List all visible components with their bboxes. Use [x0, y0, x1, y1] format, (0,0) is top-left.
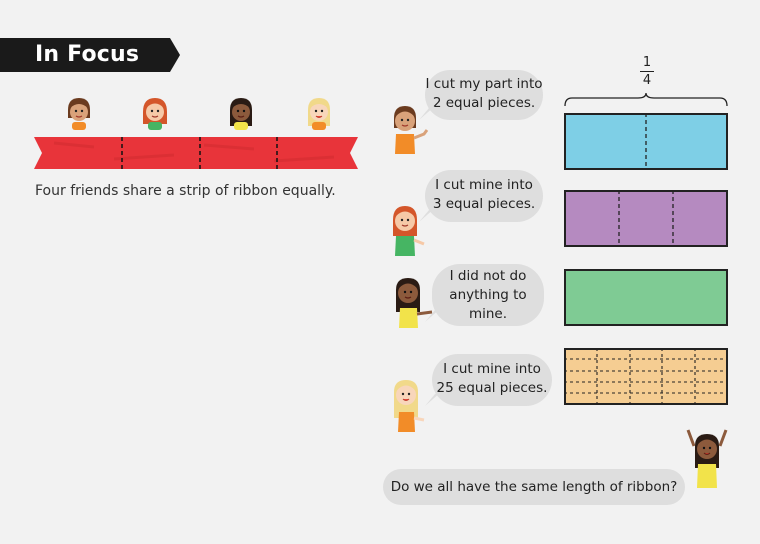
fraction-denominator: 4: [642, 73, 652, 88]
strip-1-piece: [564, 269, 728, 326]
bubble-3-line-2: anything to: [449, 287, 527, 303]
bubble-3-line-1: I did not do: [449, 268, 527, 284]
speech-bubble-4: I cut mine into 25 equal pieces.: [425, 354, 552, 406]
bubble-2-line-1: I cut mine into: [435, 177, 533, 193]
strip-2-dividers: [645, 113, 647, 170]
question-text: Do we all have the same length of ribbon…: [390, 479, 678, 495]
friend-face-1-icon: [68, 98, 90, 130]
question-bubble: Do we all have the same length of ribbon…: [383, 469, 685, 505]
section-title: In Focus: [35, 42, 140, 67]
friend-face-2-icon: [143, 98, 167, 130]
intro-caption: Four friends share a strip of ribbon equ…: [35, 183, 336, 199]
speech-bubble-2: I cut mine into 3 equal pieces.: [419, 170, 543, 222]
fraction-bar: [640, 71, 654, 72]
bubble-4-line-2: 25 equal pieces.: [436, 380, 548, 396]
friend-face-3-icon: [230, 98, 252, 130]
strip-25-dividers: [564, 348, 728, 405]
girl-4-icon: [394, 380, 425, 432]
speech-bubble-3: I did not do anything to mine.: [425, 264, 544, 326]
girl-3-icon: [396, 278, 433, 328]
shared-ribbon: [34, 137, 358, 169]
strip-25-pieces: [564, 348, 728, 405]
quarter-brace: [564, 92, 728, 107]
girl-2-icon: [393, 206, 425, 256]
strip-3-pieces: [564, 190, 728, 247]
fraction-one-quarter: 1 4: [638, 55, 656, 88]
friend-face-4-icon: [308, 98, 330, 130]
girl-cheering-icon: [686, 429, 728, 488]
bubble-1-line-1: I cut my part into: [425, 76, 543, 92]
bubble-3-line-3: mine.: [468, 306, 508, 322]
bubble-4-line-1: I cut mine into: [443, 361, 541, 377]
section-banner: In Focus: [0, 38, 180, 72]
bubble-1-line-2: 2 equal pieces.: [432, 95, 536, 111]
girl-1-icon: [394, 106, 429, 154]
bubble-2-line-2: 3 equal pieces.: [432, 196, 536, 212]
speech-bubble-1: I cut my part into 2 equal pieces.: [419, 70, 543, 120]
strip-3-dividers: [618, 190, 674, 247]
fraction-numerator: 1: [642, 55, 652, 70]
